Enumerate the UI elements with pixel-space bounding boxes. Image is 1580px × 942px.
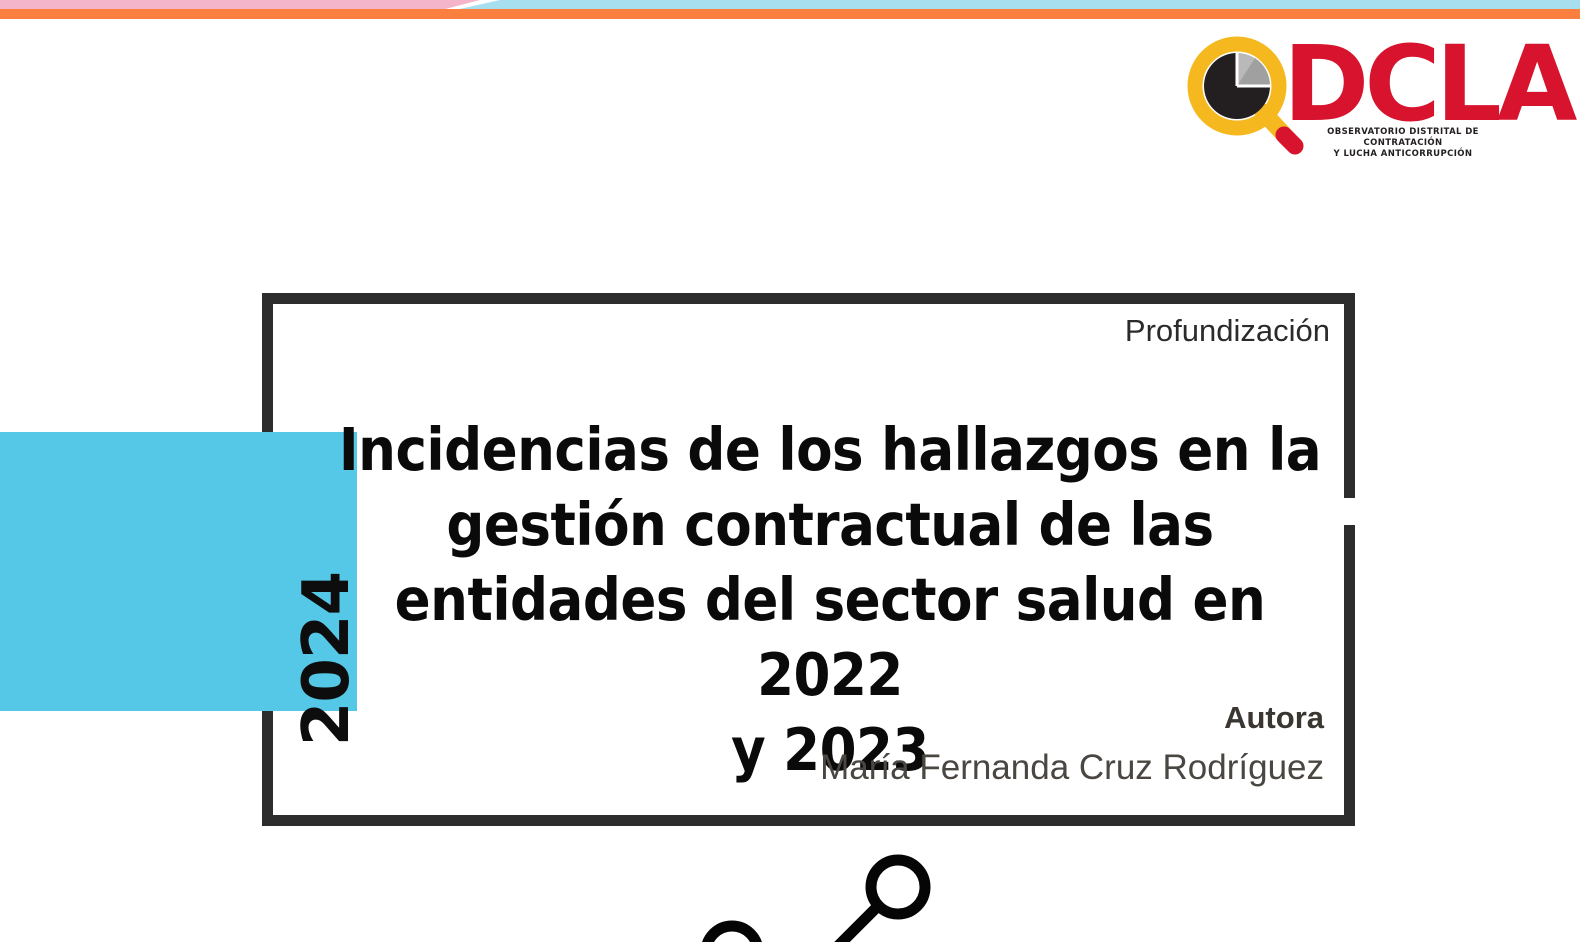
top-color-bars — [0, 0, 1580, 22]
frame-border-right-lower — [1344, 525, 1355, 826]
title-line: entidades del sector salud en 2022 — [394, 565, 1266, 709]
top-bar-blue — [455, 0, 1580, 10]
document-kicker: Profundización — [1124, 313, 1330, 348]
logo-wordmark: DCLA — [1283, 23, 1577, 145]
author-name: María Fernanda Cruz Rodríguez — [820, 748, 1324, 787]
frame-border-top — [262, 293, 1355, 304]
year-accent-block: 2024 — [0, 432, 364, 746]
frame-border-bottom — [262, 815, 1355, 826]
magnifier-outline-icon — [620, 848, 950, 942]
author-label: Autora — [1224, 700, 1324, 735]
frame-border-right-upper — [1344, 293, 1355, 498]
title-line: y 2023 — [731, 715, 929, 784]
logo-tagline: OBSERVATORIO DISTRITAL DE CONTRATACIÓN Y… — [1291, 127, 1515, 160]
magnifier-pie-chart-icon — [1185, 36, 1305, 156]
top-bar-pink — [0, 0, 480, 10]
odcla-logo: DCLA OBSERVATORIO DISTRITAL DE CONTRATAC… — [1185, 32, 1577, 160]
title-line: Incidencias de los hallazgos en la — [338, 415, 1322, 484]
logo-tagline-line1: OBSERVATORIO DISTRITAL DE CONTRATACIÓN — [1327, 127, 1479, 148]
document-title: Incidencias de los hallazgos en la gesti… — [330, 412, 1330, 787]
top-bar-orange — [0, 9, 1580, 19]
title-line: gestión contractual de las — [446, 490, 1214, 559]
logo-tagline-line2: Y LUCHA ANTICORRUPCIÓN — [1333, 149, 1473, 159]
